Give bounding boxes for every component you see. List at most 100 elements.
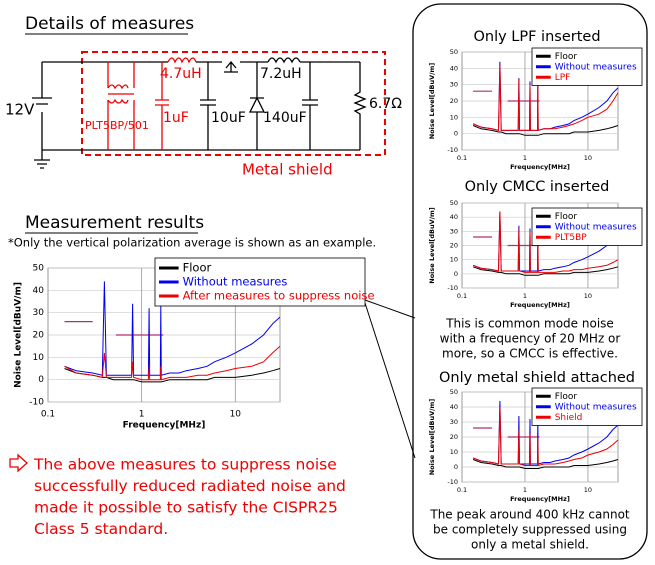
switch [224, 60, 238, 73]
y-tick-label: 0 [454, 130, 458, 138]
x-tick-label: 1 [523, 154, 527, 162]
component-label: 1uF [163, 110, 189, 126]
series-line [472, 125, 619, 136]
x-tick-label: 1 [523, 292, 527, 300]
y-tick-label: 50 [450, 199, 458, 207]
y-axis-label: Noise Level[dBuV/m] [428, 207, 436, 283]
legend-box [154, 257, 366, 307]
y-tick-label: -10 [447, 284, 458, 292]
x-tick-label: 1 [139, 410, 145, 420]
y-tick-label: 0 [454, 463, 458, 471]
y-tick-label: 0 [38, 375, 44, 385]
chart-title: Only LPF inserted [473, 29, 600, 45]
conclusion: The above measures to suppress noise succ… [33, 456, 346, 539]
y-tick-label: 20 [450, 97, 458, 105]
component-label: 6.7Ω [369, 96, 402, 112]
y-tick-label: 20 [33, 331, 45, 341]
y-tick-label: 0 [454, 270, 458, 278]
legend-label: PLT5BP [555, 233, 588, 243]
component-label: PLT5BP/501 [85, 119, 149, 132]
legend-label: Floor [183, 261, 212, 275]
chart-note: with a frequency of 20 MHz or [440, 332, 621, 346]
component-label: 12V [5, 101, 35, 119]
component-label: 10uF [211, 110, 246, 126]
y-tick-label: 50 [33, 264, 45, 274]
capacitor [155, 62, 169, 150]
y-tick-label: 10 [450, 448, 458, 456]
legend-label: LPF [555, 73, 571, 83]
y-tick-label: 40 [450, 213, 458, 221]
panel [412, 3, 648, 560]
y-tick-label: 50 [450, 388, 458, 396]
shield-label: Metal shield [242, 161, 333, 179]
legend-label: Without measures [555, 222, 637, 232]
legend-label: Floor [555, 392, 578, 402]
series-line [472, 211, 619, 273]
legend-box [531, 207, 643, 246]
y-axis-label: Noise Level[dBuV/m] [428, 63, 436, 139]
x-tick-label: 10 [584, 292, 592, 300]
y-tick-label: 50 [450, 48, 458, 56]
y-tick-label: -10 [447, 146, 458, 154]
x-tick-label: 10 [230, 410, 242, 420]
y-tick-label: 40 [450, 403, 458, 411]
series-line [472, 459, 619, 469]
x-axis-label: Frequency[MHz] [510, 163, 570, 171]
y-tick-label: 30 [450, 227, 458, 235]
y-tick-label: 40 [33, 286, 45, 296]
legend-label: After measures to suppress noise [183, 289, 375, 303]
chart: -10 0 10 20 30 40 50 0.1 1 10 Frequency[MHz] Noise … [428, 29, 643, 171]
chart-note: This is common mode noise [445, 317, 614, 331]
capacitor [302, 62, 318, 150]
chart: -10 0 10 20 30 40 50 0.1 1 10 Frequency[MHz] Noise … [428, 370, 643, 552]
y-tick-label: -10 [29, 398, 44, 408]
legend-label: Without measures [555, 402, 637, 412]
y-tick-label: 10 [450, 113, 458, 121]
wires [32, 61, 360, 169]
footnote: *Only the vertical polarization average … [8, 236, 376, 250]
y-tick-label: 30 [33, 308, 45, 318]
chart-note: more, so a CMCC is effective. [442, 347, 618, 361]
inductor [267, 57, 301, 64]
series-line [64, 345, 281, 381]
y-axis-label: Noise Level[dBuV/m] [428, 399, 436, 475]
y-tick-label: -10 [447, 478, 458, 486]
series-line [472, 65, 619, 132]
resistor [353, 62, 367, 150]
legend-label: Floor [555, 212, 578, 222]
chart-note: only a metal shield. [471, 538, 589, 552]
series-line [472, 406, 619, 467]
callout [364, 299, 416, 459]
arrow-icon [9, 453, 28, 473]
y-tick-label: 40 [450, 64, 458, 72]
circuit: 12V PLT5BP/501 4.7uH 1uF 10uF 7.2uH 140u… [5, 51, 402, 179]
x-tick-label: 1 [523, 486, 527, 494]
y-tick-label: 30 [450, 81, 458, 89]
conclusion-line: successfully reduced radiated noise and [34, 477, 346, 495]
y-tick-label: 30 [450, 418, 458, 426]
x-tick-label: 0.1 [457, 292, 467, 300]
x-axis-label: Frequency[MHz] [123, 421, 206, 431]
component-label: 4.7uH [160, 66, 202, 82]
conclusion-line: made it possible to satisfy the CISPR25 [34, 499, 338, 517]
x-tick-label: 0.1 [457, 154, 467, 162]
y-tick-label: 10 [33, 353, 45, 363]
section-title: Details of measures [25, 14, 194, 34]
x-tick-label: 10 [584, 486, 592, 494]
chart: -10 0 10 20 30 40 50 0.1 1 10 Frequency[MHz] Noise … [428, 179, 643, 361]
x-tick-label: 0.1 [41, 410, 55, 420]
x-axis-label: Frequency[MHz] [510, 301, 570, 309]
x-tick-label: 0.1 [457, 486, 467, 494]
chart-title: Only CMCC inserted [465, 179, 610, 195]
chart-note: be completely suppressed using [433, 523, 627, 537]
legend-label: Shield [555, 413, 583, 423]
conclusion-line: Class 5 standard. [34, 520, 168, 538]
x-axis-label: Frequency[MHz] [510, 495, 570, 503]
conclusion-line: The above measures to suppress noise [33, 456, 337, 474]
y-tick-label: 20 [450, 433, 458, 441]
legend-label: Without measures [183, 275, 288, 289]
chart-title: Only metal shield attached [439, 370, 635, 386]
inductor [167, 57, 197, 64]
